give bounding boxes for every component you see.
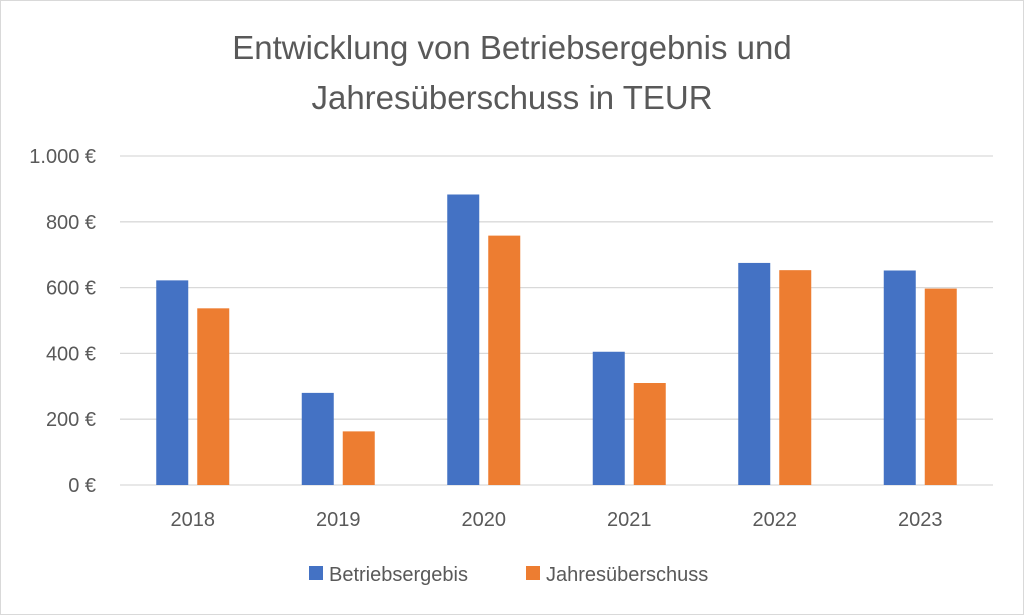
chart-title-line-2: Jahresüberschuss in TEUR bbox=[311, 79, 712, 116]
bar-betriebsergebis-2019 bbox=[301, 392, 334, 485]
x-tick-label-2020: 2020 bbox=[462, 509, 507, 531]
x-axis-tick-labels: 2018 2019 2020 2021 2022 2023 bbox=[171, 509, 943, 531]
bars bbox=[156, 194, 957, 486]
bar-jahresueberschuss-2020 bbox=[488, 235, 521, 485]
x-tick-label-2022: 2022 bbox=[753, 509, 798, 531]
bar-betriebsergebis-2020 bbox=[447, 194, 480, 486]
legend-label-betriebsergebis: Betriebsergebis bbox=[329, 564, 468, 586]
x-tick-label-2018: 2018 bbox=[171, 509, 216, 531]
y-tick-label: 200 € bbox=[46, 409, 96, 431]
x-tick-label-2021: 2021 bbox=[607, 509, 652, 531]
bar-jahresueberschuss-2023 bbox=[924, 288, 957, 485]
legend-swatch-betriebsergebis bbox=[309, 566, 323, 580]
bar-jahresueberschuss-2021 bbox=[633, 383, 666, 485]
chart-title: Entwicklung von Betriebsergebnis und Jah… bbox=[232, 29, 792, 116]
y-tick-label: 600 € bbox=[46, 278, 96, 300]
y-tick-label: 800 € bbox=[46, 212, 96, 234]
x-tick-label-2023: 2023 bbox=[898, 509, 943, 531]
y-tick-label: 1.000 € bbox=[29, 146, 96, 168]
y-tick-label: 0 € bbox=[68, 475, 96, 497]
bar-betriebsergebis-2023 bbox=[883, 270, 916, 485]
legend: Betriebsergebis Jahresüberschuss bbox=[309, 564, 708, 586]
gridlines bbox=[120, 155, 993, 486]
bar-jahresueberschuss-2022 bbox=[779, 270, 812, 485]
x-tick-label-2019: 2019 bbox=[316, 509, 361, 531]
bar-jahresueberschuss-2019 bbox=[342, 431, 375, 485]
bar-betriebsergebis-2018 bbox=[156, 280, 189, 485]
y-tick-label: 400 € bbox=[46, 343, 96, 365]
y-axis-tick-labels: 0 € 200 € 400 € 600 € 800 € 1.000 € bbox=[29, 146, 96, 497]
bar-betriebsergebis-2021 bbox=[592, 351, 625, 485]
bar-jahresueberschuss-2018 bbox=[197, 308, 230, 485]
legend-label-jahresueberschuss: Jahresüberschuss bbox=[546, 564, 708, 586]
chart-title-line-1: Entwicklung von Betriebsergebnis und bbox=[232, 29, 792, 66]
bar-betriebsergebis-2022 bbox=[738, 262, 771, 485]
legend-swatch-jahresueberschuss bbox=[526, 566, 540, 580]
